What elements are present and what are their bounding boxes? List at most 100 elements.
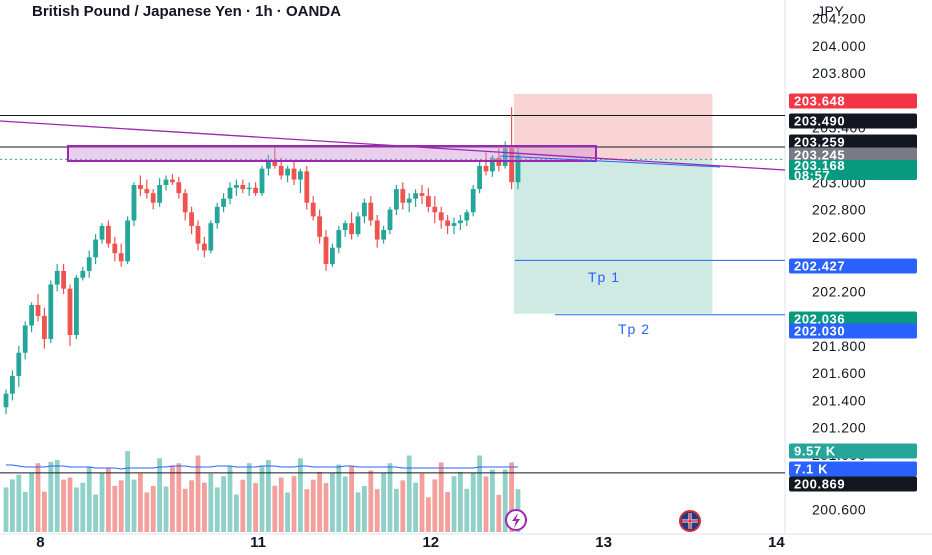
candle-body (342, 223, 348, 230)
volume-bar (93, 494, 98, 532)
volume-bar (342, 476, 348, 532)
candle-body (419, 193, 425, 196)
volume-bar (189, 480, 194, 532)
candle-body (106, 225, 111, 244)
candle-body (35, 305, 41, 316)
candle-body (176, 182, 182, 194)
volume-bar (323, 483, 329, 532)
last-price-tag-bg (789, 160, 917, 180)
volume-bar (125, 451, 130, 532)
candle-body (125, 220, 130, 262)
zone-top-tag: 203.259 (794, 135, 845, 150)
descending-trendline (0, 120, 786, 171)
volume-bar (502, 469, 508, 532)
y-tick-label: 202.600 (812, 229, 866, 245)
volume-bar (157, 458, 162, 532)
candle-body (29, 305, 34, 326)
candle-body (131, 185, 137, 221)
volume-bar (35, 463, 41, 532)
stop-loss-zone (514, 93, 713, 160)
volume-bar (490, 469, 495, 532)
candle-body (438, 212, 444, 221)
volume-bar (138, 473, 143, 532)
candle-body (330, 247, 335, 265)
candle-body (304, 171, 310, 203)
tp1-tag-bg (789, 258, 917, 274)
candle-body (150, 193, 156, 203)
volume-bar (400, 480, 406, 532)
volume-bar (61, 479, 66, 532)
volume-bar (406, 455, 412, 532)
candle-body (22, 325, 28, 353)
candle-body (458, 220, 463, 224)
volume-bar (387, 463, 393, 532)
volume-bar (496, 494, 502, 532)
candle-body (99, 225, 105, 240)
volume-bar (368, 470, 374, 532)
candle-body (157, 185, 162, 203)
candle-body (170, 179, 175, 183)
x-tick-label: 11 (250, 534, 266, 550)
y-tick-label: 203.800 (812, 65, 866, 81)
candle-body (400, 189, 406, 203)
candle-body (67, 288, 73, 335)
resistance-tag: 203.490 (794, 114, 845, 129)
volume-bar (458, 471, 463, 532)
candle-body (285, 168, 290, 176)
candle-body (3, 393, 9, 408)
volume-bar (317, 471, 322, 532)
volume-bar (362, 486, 367, 532)
volume-bar (509, 462, 514, 532)
candle-body (445, 220, 450, 226)
lightning-icon-bolt (512, 513, 520, 528)
x-tick-label: 12 (422, 534, 439, 550)
volume-bar (272, 485, 278, 532)
volume-bar (438, 462, 444, 532)
y-tick-label: 204.200 (812, 11, 866, 27)
volume-bar (176, 463, 182, 532)
candle-body (451, 223, 457, 226)
tp2-b-tag-bg (789, 323, 917, 339)
tp2-a-tag: 202.036 (794, 312, 845, 327)
candle-body (10, 375, 15, 394)
x-tick-label: 14 (768, 534, 785, 550)
volume-bar (74, 487, 79, 532)
candle-body (266, 161, 271, 169)
volume-bar (336, 464, 342, 532)
candle-body (163, 179, 169, 185)
y-tick-label: 201.600 (812, 365, 866, 381)
candle-body (221, 198, 226, 207)
volume-bar (3, 487, 9, 532)
volume-bar (150, 486, 156, 532)
volume-bar (266, 460, 271, 532)
candle-body (93, 239, 98, 258)
volume-bar (394, 488, 399, 532)
volume-bar (163, 486, 169, 532)
volume-bar (182, 488, 188, 532)
tp2-a-tag-bg (789, 311, 917, 327)
candle-body (86, 257, 92, 271)
candle-body (42, 315, 47, 340)
volume-bar (355, 492, 361, 532)
candle-body (406, 198, 412, 203)
x-tick-label: 13 (595, 534, 612, 550)
volume-bar (445, 491, 450, 532)
candle-body (227, 187, 233, 199)
candle-body (509, 148, 514, 183)
support-tag: 200.869 (794, 477, 845, 492)
candle-body (502, 148, 508, 166)
countdown-tag: 08:57 (794, 168, 830, 183)
volume-bar (432, 479, 438, 532)
candle-body (253, 187, 258, 194)
candle-body (234, 185, 239, 188)
candle-body (61, 270, 66, 289)
candle-body (387, 209, 393, 230)
volume-bar (202, 482, 207, 532)
volume-bar (477, 455, 482, 532)
volume-bar (426, 497, 431, 532)
chart-title: British Pound / Japanese Yen · 1h · OAND… (32, 3, 341, 20)
candle-body (432, 206, 438, 213)
volume-ma-tag-bg (789, 461, 917, 477)
volume-bar (54, 460, 60, 532)
